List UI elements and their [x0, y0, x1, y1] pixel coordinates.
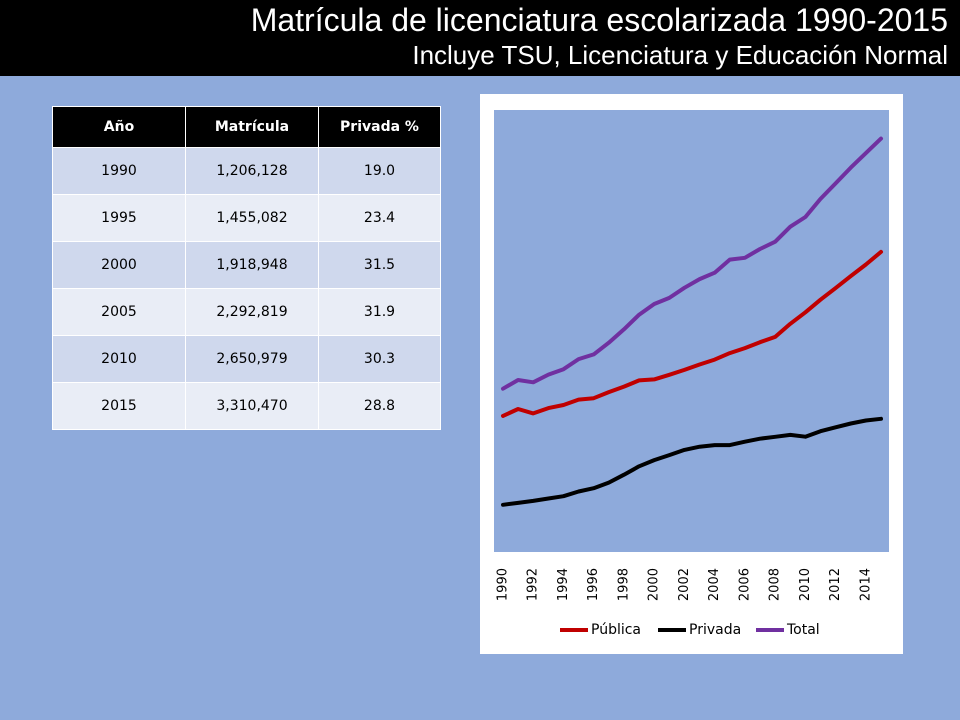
- series-line-pública: [501, 249, 883, 418]
- cell-private-pct: 28.8: [318, 382, 441, 430]
- x-tick-label: 2006: [737, 568, 752, 601]
- cell-year: 2000: [52, 241, 186, 289]
- cell-private-pct: 30.3: [318, 335, 441, 383]
- cell-private-pct: 31.5: [318, 241, 441, 289]
- line-chart: 1990 1992 1994 1996 1998 2000 2002 2004 2006 2008…: [494, 110, 889, 638]
- legend-label: Pública: [591, 622, 641, 638]
- legend-label: Total: [786, 622, 820, 638]
- cell-enrollment: 1,918,948: [185, 241, 319, 289]
- x-tick-label: 1998: [616, 568, 631, 601]
- cell-private-pct: 31.9: [318, 288, 441, 336]
- x-tick-label: 1992: [526, 568, 541, 601]
- legend-label: Privada: [689, 622, 741, 638]
- x-tick-label: 1994: [556, 568, 571, 601]
- legend-item-privada: Privada: [658, 622, 741, 638]
- line-chart-panel: 1990 1992 1994 1996 1998 2000 2002 2004 2006 2008…: [480, 94, 903, 654]
- cell-year: 1995: [52, 194, 186, 242]
- cell-year: 1990: [52, 147, 186, 195]
- enrollment-table: Año Matrícula Privada % 1990 1,206,128 1…: [52, 106, 441, 430]
- cell-enrollment: 2,650,979: [185, 335, 319, 383]
- x-tick-label: 2000: [647, 568, 662, 601]
- header-year: Año: [52, 106, 186, 148]
- cell-private-pct: 23.4: [318, 194, 441, 242]
- cell-year: 2005: [52, 288, 186, 336]
- table-header-row: Año Matrícula Privada %: [52, 106, 441, 148]
- page-subtitle: Incluye TSU, Licenciatura y Educación No…: [412, 40, 948, 70]
- header-enrollment: Matrícula: [185, 106, 319, 148]
- series-line-privada: [501, 416, 883, 507]
- series-line-total: [501, 136, 883, 391]
- table-row: 2015 3,310,470 28.8: [52, 382, 441, 430]
- x-tick-label: 1996: [586, 568, 601, 601]
- cell-enrollment: 1,455,082: [185, 194, 319, 242]
- header-private-pct: Privada %: [318, 106, 441, 148]
- x-tick-label: 2008: [768, 568, 783, 601]
- cell-year: 2010: [52, 335, 186, 383]
- table-row: 2005 2,292,819 31.9: [52, 288, 441, 336]
- cell-private-pct: 19.0: [318, 147, 441, 195]
- table-row: 2010 2,650,979 30.3: [52, 335, 441, 383]
- page-title: Matrícula de licenciatura escolarizada 1…: [250, 2, 948, 38]
- x-tick-label: 2002: [677, 568, 692, 601]
- legend-item-pública: Pública: [560, 622, 641, 638]
- x-tick-label: 2014: [858, 568, 873, 601]
- x-tick-label: 2004: [707, 568, 722, 601]
- cell-enrollment: 1,206,128: [185, 147, 319, 195]
- x-tick-label: 2012: [828, 568, 843, 601]
- title-bar: Matrícula de licenciatura escolarizada 1…: [0, 0, 960, 76]
- cell-enrollment: 2,292,819: [185, 288, 319, 336]
- legend-item-total: Total: [756, 622, 820, 638]
- cell-year: 2015: [52, 382, 186, 430]
- table-row: 1995 1,455,082 23.4: [52, 194, 441, 242]
- plot-area: [494, 110, 889, 552]
- cell-enrollment: 3,310,470: [185, 382, 319, 430]
- x-tick-label: 2010: [798, 568, 813, 601]
- table-row: 2000 1,918,948 31.5: [52, 241, 441, 289]
- x-tick-label: 1990: [496, 568, 511, 601]
- table-row: 1990 1,206,128 19.0: [52, 147, 441, 195]
